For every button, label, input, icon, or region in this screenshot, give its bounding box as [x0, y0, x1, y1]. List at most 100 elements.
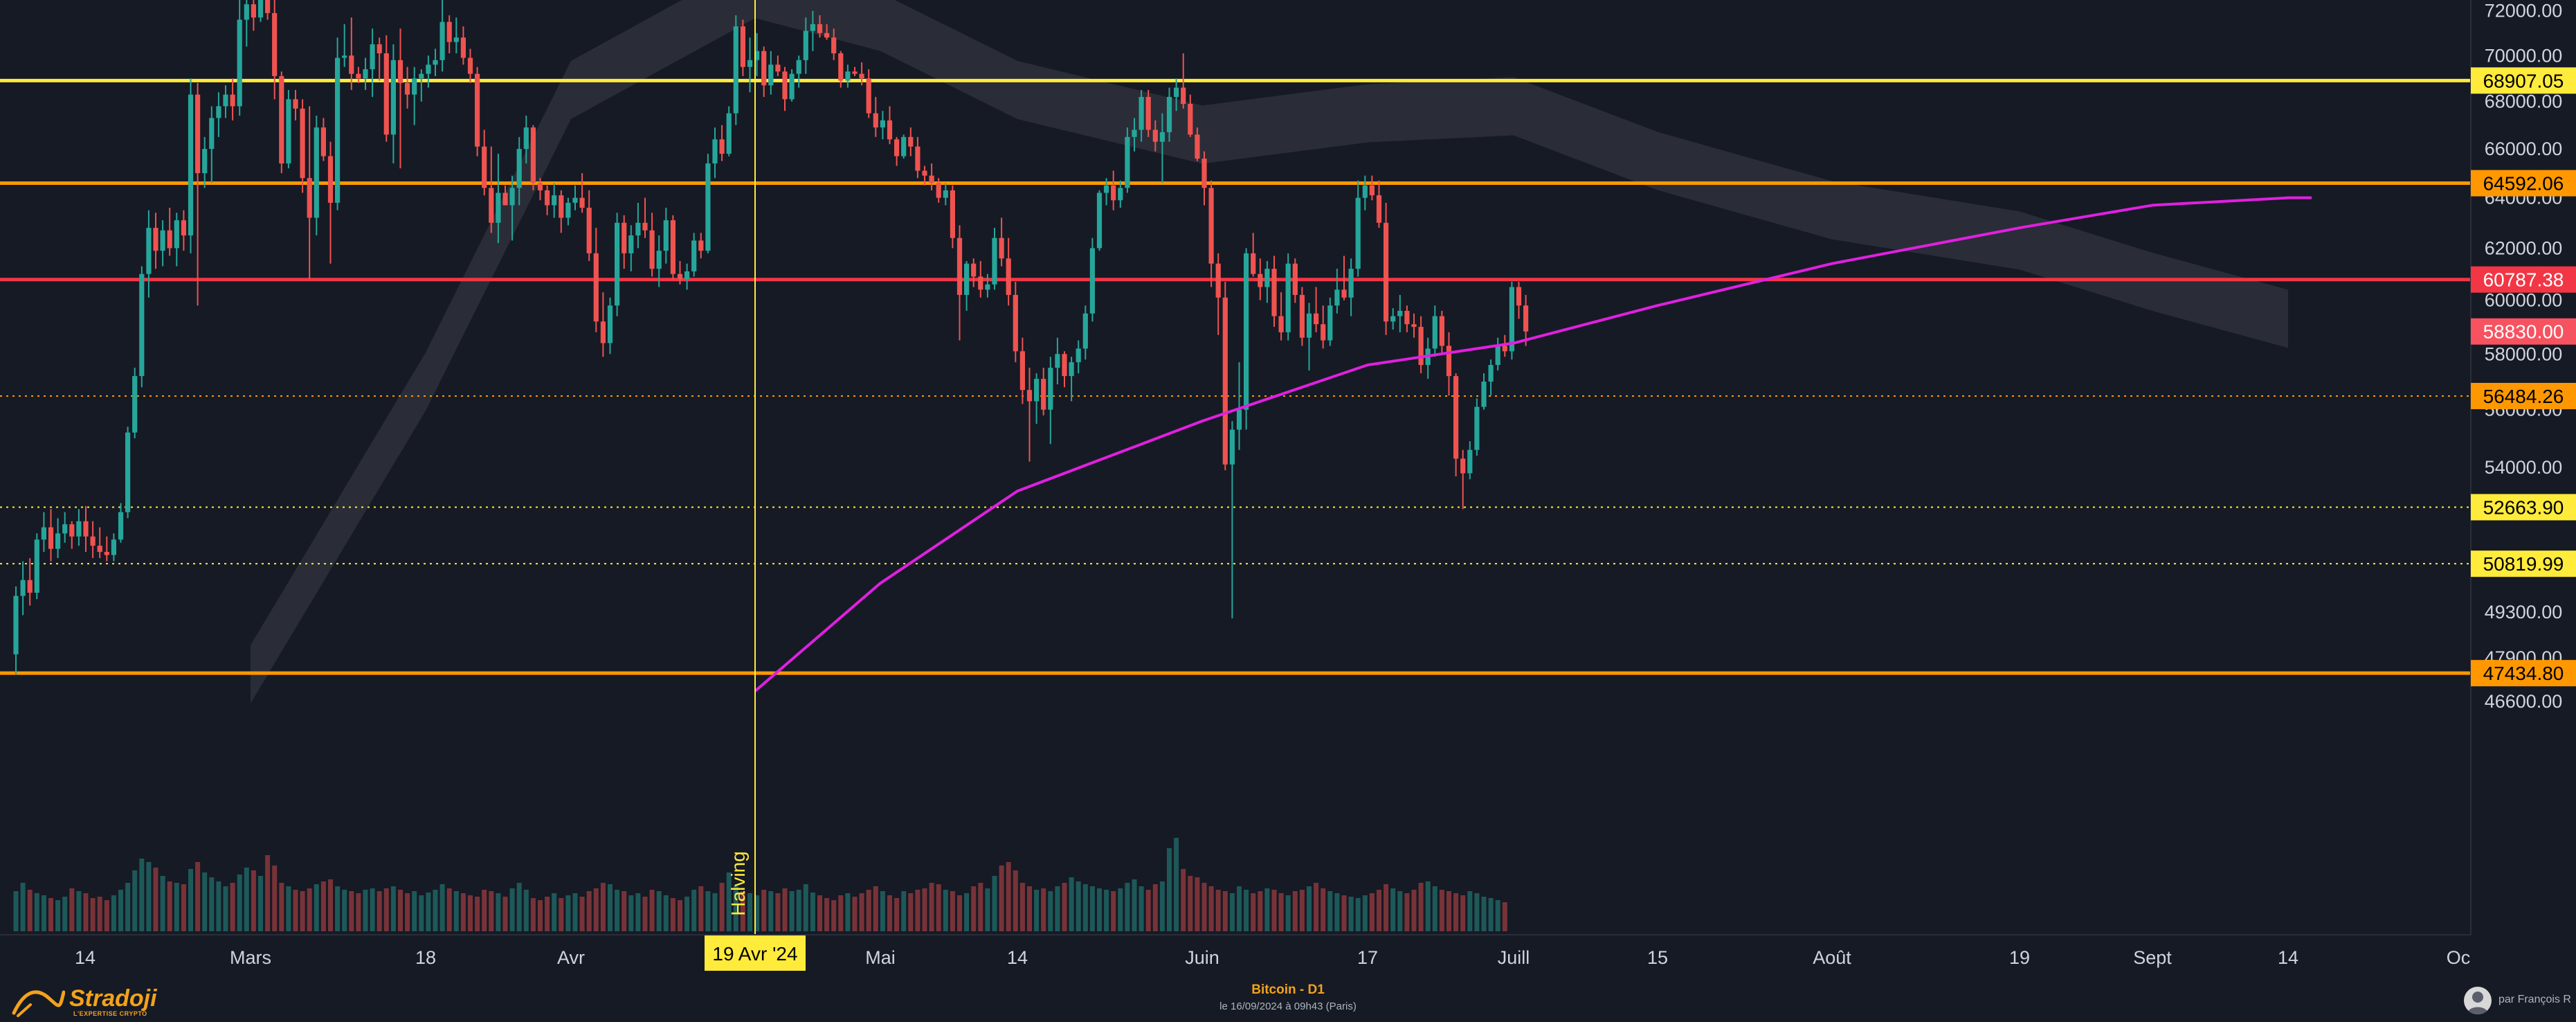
- author-name: par François R: [2498, 994, 2571, 1005]
- volume-bar: [1034, 890, 1040, 931]
- candle-body: [1306, 313, 1312, 338]
- candle-body: [1236, 409, 1242, 430]
- volume-bar: [390, 886, 396, 931]
- volume-bar: [83, 893, 89, 931]
- volume-bar: [132, 870, 138, 931]
- volume-bar: [992, 876, 997, 931]
- candle-body: [62, 524, 68, 534]
- candle-body: [1048, 368, 1053, 410]
- volume-bar: [48, 898, 53, 931]
- volume-bar: [608, 884, 613, 931]
- volume-bar: [782, 888, 788, 931]
- volume-bar: [27, 890, 33, 931]
- volume-bar: [796, 890, 801, 931]
- candle-body: [831, 37, 837, 53]
- candle-body: [1166, 96, 1172, 132]
- candle-body: [69, 524, 75, 537]
- volume-bar: [838, 895, 844, 931]
- candle-body: [34, 539, 39, 593]
- volume-bar: [936, 884, 941, 931]
- volume-bar: [496, 893, 501, 931]
- candle-body: [125, 432, 131, 512]
- volume-bar: [1082, 884, 1088, 931]
- x-axis-label: 14: [1007, 947, 1028, 968]
- volume-bar: [1341, 895, 1347, 931]
- y-axis-tick-label: 46600.00: [2485, 691, 2563, 712]
- price-level-value: 52663.90: [2483, 496, 2564, 518]
- volume-bar: [559, 898, 564, 931]
- moving-average-layer: [754, 196, 2312, 692]
- candle-body: [740, 26, 745, 67]
- volume-bar: [419, 895, 424, 931]
- candle-body: [13, 595, 19, 655]
- candle-body: [412, 78, 417, 95]
- candle-body: [1139, 96, 1144, 130]
- volume-bar: [251, 870, 256, 931]
- halving-marker-layer: Halving 19 Avr '24: [705, 0, 806, 971]
- candle-body: [600, 321, 606, 343]
- candle-body: [936, 183, 941, 198]
- candle-body: [677, 274, 683, 280]
- volume-bar: [468, 895, 473, 931]
- chart-background: [0, 0, 2576, 980]
- volume-bar: [265, 855, 271, 931]
- candle-body: [915, 146, 920, 171]
- volume-bar: [663, 895, 669, 931]
- candle-body: [383, 53, 389, 135]
- volume-bar: [1299, 890, 1305, 931]
- candle-body: [593, 253, 599, 322]
- candle-body: [1145, 96, 1151, 130]
- x-axis-label: Sept: [2133, 947, 2172, 968]
- volume-bar: [1488, 898, 1494, 931]
- volume-bars: [13, 838, 1507, 931]
- volume-bar: [377, 891, 382, 931]
- volume-bar: [195, 862, 201, 931]
- volume-bar: [943, 890, 948, 931]
- brand-tagline: L'EXPERTISE CRYPTO: [73, 1010, 147, 1017]
- candle-body: [1481, 382, 1487, 407]
- volume-bar: [1321, 888, 1326, 931]
- volume-bar: [684, 897, 690, 931]
- candle-body: [509, 188, 515, 206]
- candle-body: [1125, 136, 1130, 188]
- x-axis-label: 14: [2278, 947, 2298, 968]
- candle-body: [314, 127, 319, 218]
- candle-body: [572, 197, 578, 203]
- volume-bar: [929, 883, 934, 931]
- volume-bar: [1481, 897, 1487, 931]
- price-axis-panel[interactable]: [2471, 0, 2576, 935]
- candle-body: [523, 127, 529, 150]
- volume-bar: [726, 872, 732, 931]
- candle-body: [216, 106, 221, 118]
- candle-body: [887, 120, 893, 140]
- volume-bar: [293, 890, 298, 931]
- y-axis-tick-label: 58000.00: [2485, 343, 2563, 364]
- volume-bar: [460, 893, 466, 931]
- candle-body: [705, 163, 711, 251]
- candle-body: [565, 202, 571, 218]
- candle-body: [257, 0, 264, 18]
- volume-bar: [1384, 884, 1389, 931]
- x-axis-label: 15: [1647, 947, 1668, 968]
- candle-body: [1181, 87, 1186, 105]
- event-date-tag: [705, 935, 806, 971]
- candle-body: [1334, 289, 1340, 306]
- volume-bar: [1118, 888, 1123, 931]
- candle-body: [272, 12, 278, 76]
- candle-body: [20, 580, 26, 596]
- y-axis-tick-label: 49300.00: [2485, 602, 2563, 622]
- volume-bar: [160, 876, 165, 931]
- candle-body: [1208, 188, 1214, 264]
- candle-body: [1502, 346, 1507, 352]
- volume-bar: [1013, 870, 1018, 931]
- volume-bar: [768, 891, 774, 931]
- candle-body: [810, 24, 815, 31]
- candle-body: [943, 190, 948, 198]
- candle-body: [964, 263, 970, 295]
- y-axis-tick-label: 68000.00: [2485, 91, 2563, 112]
- candle-body: [327, 156, 334, 203]
- candle-body: [698, 240, 704, 251]
- candle-body: [342, 55, 347, 58]
- candle-body: [789, 73, 795, 100]
- candle-body: [251, 4, 256, 18]
